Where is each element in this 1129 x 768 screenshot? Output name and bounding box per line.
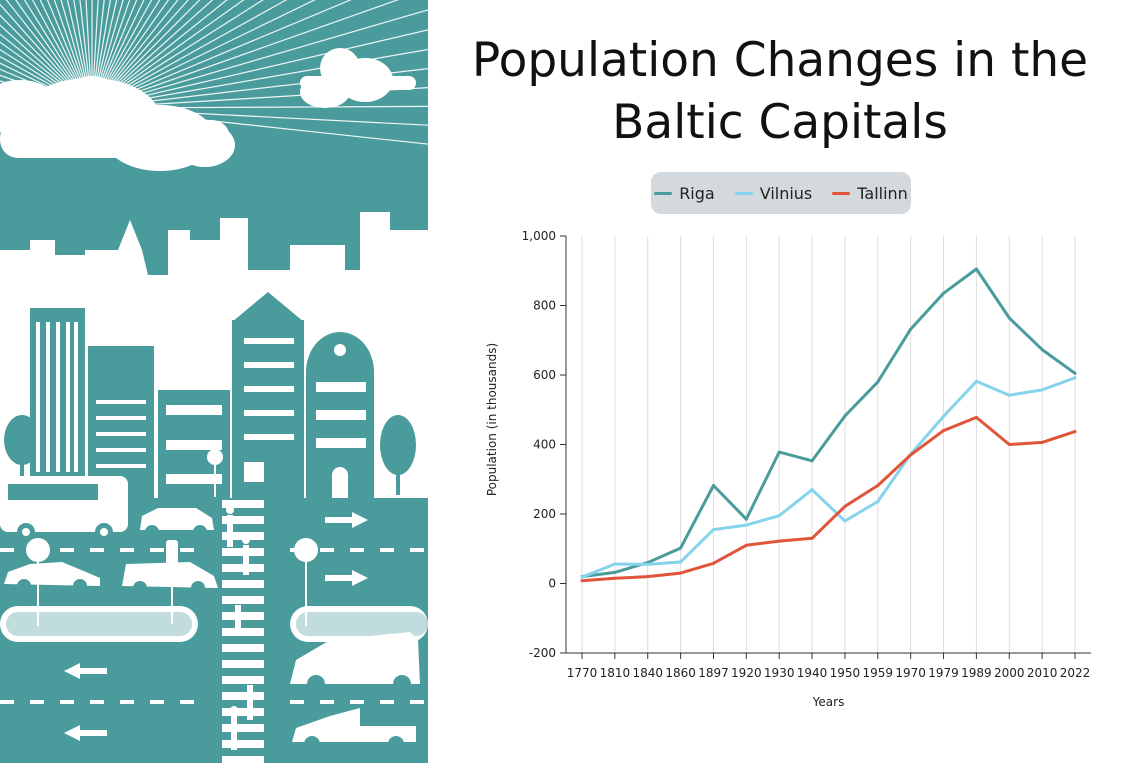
data-point-riga[interactable] [712, 484, 715, 487]
data-point-vilnius[interactable] [843, 519, 846, 522]
data-point-vilnius[interactable] [876, 500, 879, 503]
data-point-vilnius[interactable] [1041, 388, 1044, 391]
data-point-riga[interactable] [876, 380, 879, 383]
x-tick-label: 1950 [830, 666, 861, 680]
data-point-tallinn[interactable] [1008, 443, 1011, 446]
data-point-riga[interactable] [942, 292, 945, 295]
data-point-vilnius[interactable] [581, 576, 584, 579]
x-tick-label: 1860 [665, 666, 696, 680]
legend-label-riga: Riga [679, 184, 715, 203]
y-tick-label: 200 [533, 507, 556, 521]
axes [560, 236, 1091, 659]
data-point-tallinn[interactable] [975, 416, 978, 419]
series-line-tallinn[interactable] [582, 417, 1075, 580]
data-point-vilnius[interactable] [646, 563, 649, 566]
series-line-vilnius[interactable] [582, 378, 1075, 577]
data-point-vilnius[interactable] [975, 380, 978, 383]
data-point-tallinn[interactable] [1074, 430, 1077, 433]
data-point-tallinn[interactable] [942, 429, 945, 432]
legend-swatch-tallinn [832, 192, 850, 195]
legend-swatch-vilnius [735, 192, 753, 195]
data-point-tallinn[interactable] [778, 540, 781, 543]
series-lines [581, 268, 1077, 583]
y-tick-label: 800 [533, 299, 556, 313]
x-tick-label: 1920 [731, 666, 762, 680]
data-point-vilnius[interactable] [942, 415, 945, 418]
data-point-vilnius[interactable] [778, 514, 781, 517]
x-axis-title: Years [812, 695, 845, 709]
x-tick-label: 1979 [928, 666, 959, 680]
series-line-riga[interactable] [582, 269, 1075, 577]
data-point-riga[interactable] [975, 268, 978, 271]
data-point-riga[interactable] [1074, 372, 1077, 375]
x-tick-label: 1770 [567, 666, 598, 680]
city-illustration-art [0, 0, 428, 763]
data-point-tallinn[interactable] [712, 562, 715, 565]
data-point-vilnius[interactable] [679, 560, 682, 563]
legend-item-vilnius[interactable]: Vilnius [735, 184, 813, 203]
x-tick-label: 1810 [600, 666, 631, 680]
x-tick-label: 1940 [797, 666, 828, 680]
y-tick-label: 400 [533, 438, 556, 452]
data-point-tallinn[interactable] [679, 572, 682, 575]
data-point-riga[interactable] [1008, 317, 1011, 320]
x-tick-label: 1930 [764, 666, 795, 680]
data-point-vilnius[interactable] [1008, 394, 1011, 397]
data-point-riga[interactable] [1041, 348, 1044, 351]
y-axis-title: Population (in thousands) [485, 343, 499, 496]
x-tick-label: 1970 [895, 666, 926, 680]
data-point-tallinn[interactable] [613, 577, 616, 580]
x-tick-label: 2010 [1027, 666, 1058, 680]
data-point-riga[interactable] [613, 571, 616, 574]
x-tick-label: 2022 [1060, 666, 1091, 680]
grid-lines [582, 236, 1075, 653]
chart-title: Population Changes in the Baltic Capital… [440, 30, 1120, 154]
data-point-riga[interactable] [811, 459, 814, 462]
x-tick-label: 1959 [863, 666, 894, 680]
y-tick-label: -200 [529, 646, 556, 660]
city-illustration [0, 0, 428, 763]
data-point-riga[interactable] [745, 518, 748, 521]
data-point-vilnius[interactable] [811, 488, 814, 491]
x-tick-label: 2000 [994, 666, 1025, 680]
data-point-vilnius[interactable] [745, 524, 748, 527]
legend-label-tallinn: Tallinn [857, 184, 908, 203]
data-point-tallinn[interactable] [811, 537, 814, 540]
data-point-riga[interactable] [679, 547, 682, 550]
y-tick-label: 1,000 [522, 229, 556, 243]
legend-label-vilnius: Vilnius [760, 184, 813, 203]
data-point-riga[interactable] [778, 451, 781, 454]
x-tick-label: 1897 [698, 666, 729, 680]
data-point-riga[interactable] [843, 415, 846, 418]
data-point-tallinn[interactable] [909, 453, 912, 456]
data-point-tallinn[interactable] [646, 575, 649, 578]
y-tick-label: 0 [548, 577, 556, 591]
data-point-vilnius[interactable] [712, 528, 715, 531]
data-point-tallinn[interactable] [745, 544, 748, 547]
data-point-tallinn[interactable] [843, 505, 846, 508]
data-point-tallinn[interactable] [581, 579, 584, 582]
legend-item-riga[interactable]: Riga [654, 184, 715, 203]
data-point-riga[interactable] [909, 328, 912, 331]
x-tick-label: 1840 [632, 666, 663, 680]
data-point-vilnius[interactable] [613, 563, 616, 566]
data-point-tallinn[interactable] [876, 484, 879, 487]
data-point-tallinn[interactable] [1041, 441, 1044, 444]
legend-item-tallinn[interactable]: Tallinn [832, 184, 908, 203]
x-tick-label: 1989 [961, 666, 992, 680]
chart-legend: Riga Vilnius Tallinn [651, 172, 911, 214]
data-point-vilnius[interactable] [1074, 376, 1077, 379]
legend-swatch-riga [654, 192, 672, 195]
y-tick-label: 600 [533, 368, 556, 382]
